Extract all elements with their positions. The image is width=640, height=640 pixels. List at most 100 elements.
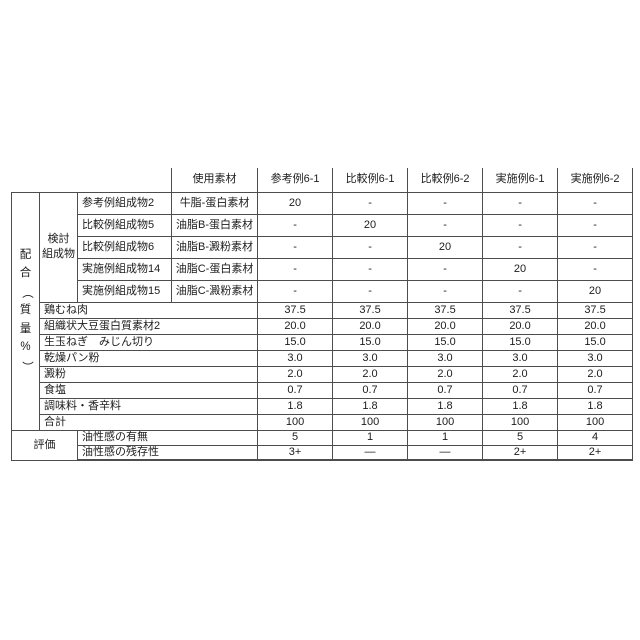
value-cell: 0.7	[482, 381, 559, 399]
vertical-label: 配 合 （ 質 量 % ）	[19, 248, 33, 373]
value-cell: —	[332, 444, 409, 461]
value-cell: 2+	[482, 444, 559, 461]
material-cell: 油脂C-澱粉素材	[171, 279, 259, 303]
header-col-sanko-6-1: 参考例6-1	[257, 168, 334, 193]
value-cell: 20.0	[332, 317, 409, 335]
value-cell: -	[482, 279, 559, 303]
value-cell: 20.0	[257, 317, 334, 335]
row-label: 参考例組成物2	[76, 191, 173, 215]
table-row: 比較例組成物5 油脂B-蛋白素材 - 20 - - -	[12, 213, 634, 237]
table-row: 乾燥パン粉 3.0 3.0 3.0 3.0 3.0	[12, 349, 634, 367]
value-cell: -	[332, 191, 409, 215]
value-cell: 0.7	[257, 381, 334, 399]
row-label: 比較例組成物5	[76, 213, 173, 237]
value-cell: 1.8	[482, 397, 559, 415]
value-cell: 37.5	[407, 301, 484, 319]
row-label: 組織状大豆蛋白質素材2	[38, 317, 259, 335]
value-cell: -	[482, 213, 559, 237]
row-label: 調味料・香辛料	[38, 397, 259, 415]
row-label: 生玉ねぎ みじん切り	[38, 333, 259, 351]
value-cell: 15.0	[557, 333, 634, 351]
value-cell: 1	[407, 429, 484, 446]
value-cell: 15.0	[407, 333, 484, 351]
value-cell: -	[482, 235, 559, 259]
value-cell: 1.8	[557, 397, 634, 415]
row-label: 食塩	[38, 381, 259, 399]
value-cell: -	[407, 213, 484, 237]
row-label: 鶏むね肉	[38, 301, 259, 319]
value-cell: 20.0	[407, 317, 484, 335]
composition-table: 使用素材 参考例6-1 比較例6-1 比較例6-2 実施例6-1 実施例6-2 …	[11, 168, 634, 461]
row-label: 乾燥パン粉	[38, 349, 259, 367]
value-cell: 20	[332, 213, 409, 237]
value-cell: 20.0	[557, 317, 634, 335]
value-cell: 37.5	[557, 301, 634, 319]
table-row: 調味料・香辛料 1.8 1.8 1.8 1.8 1.8	[12, 397, 634, 415]
row-label: 実施例組成物14	[76, 257, 173, 281]
value-cell: -	[332, 257, 409, 281]
value-cell: 20	[557, 279, 634, 303]
value-cell: —	[407, 444, 484, 461]
table-row: 合計 100 100 100 100 100	[12, 413, 634, 431]
value-cell: -	[557, 257, 634, 281]
value-cell: 1.8	[407, 397, 484, 415]
material-cell: 油脂B-蛋白素材	[171, 213, 259, 237]
row-label: 澱粉	[38, 365, 259, 383]
table-row: 配 合 （ 質 量 % ） 検討 組成物 参考例組成物2 牛脂-蛋白素材 20 …	[11, 191, 634, 431]
value-cell: 0.7	[332, 381, 409, 399]
header-row: 使用素材 参考例6-1 比較例6-1 比較例6-2 実施例6-1 実施例6-2	[12, 168, 634, 193]
value-cell: -	[407, 191, 484, 215]
table-row: 実施例組成物15 油脂C-澱粉素材 - - - - 20	[12, 279, 634, 303]
value-cell: -	[257, 213, 334, 237]
value-cell: -	[557, 235, 634, 259]
table-row: 組織状大豆蛋白質素材2 20.0 20.0 20.0 20.0 20.0	[12, 317, 634, 335]
value-cell: 100	[407, 413, 484, 431]
value-cell: 1.8	[332, 397, 409, 415]
value-cell: 37.5	[257, 301, 334, 319]
header-col-jisshi-6-1: 実施例6-1	[482, 168, 559, 193]
value-cell: 15.0	[257, 333, 334, 351]
value-cell: 3.0	[332, 349, 409, 367]
value-cell: 1.8	[257, 397, 334, 415]
value-cell: 3.0	[407, 349, 484, 367]
header-blank	[12, 168, 172, 192]
value-cell: -	[332, 235, 409, 259]
row-label-total: 合計	[38, 413, 259, 431]
value-cell: 20	[257, 191, 334, 215]
material-cell: 油脂B-澱粉素材	[171, 235, 259, 259]
value-cell: 37.5	[332, 301, 409, 319]
value-cell: 20	[482, 257, 559, 281]
value-cell: 5	[482, 429, 559, 446]
value-cell: -	[257, 257, 334, 281]
group-label-haigo-vertical: 配 合 （ 質 量 % ）	[11, 191, 40, 431]
row-label: 油性感の有無	[76, 429, 259, 446]
value-cell: 15.0	[482, 333, 559, 351]
value-cell: -	[557, 191, 634, 215]
value-cell: -	[257, 235, 334, 259]
value-cell: 2.0	[332, 365, 409, 383]
table-row: 油性感の残存性 3+ — — 2+ 2+	[12, 444, 634, 461]
value-cell: 100	[332, 413, 409, 431]
value-cell: 2.0	[482, 365, 559, 383]
row-label: 比較例組成物6	[76, 235, 173, 259]
value-cell: 20.0	[482, 317, 559, 335]
group-label-kento-soseibutsu: 検討 組成物	[39, 191, 78, 303]
value-cell: -	[332, 279, 409, 303]
value-cell: -	[407, 257, 484, 281]
value-cell: 3.0	[482, 349, 559, 367]
value-cell: -	[557, 213, 634, 237]
header-material: 使用素材	[171, 168, 259, 193]
header-col-jisshi-6-2: 実施例6-2	[557, 168, 634, 193]
table-row: 鶏むね肉 37.5 37.5 37.5 37.5 37.5	[12, 301, 634, 319]
value-cell: 5	[257, 429, 334, 446]
value-cell: 4	[557, 429, 634, 446]
material-cell: 油脂C-蛋白素材	[171, 257, 259, 281]
value-cell: 2.0	[257, 365, 334, 383]
value-cell: 0.7	[557, 381, 634, 399]
value-cell: -	[407, 279, 484, 303]
value-cell: 0.7	[407, 381, 484, 399]
value-cell: 100	[557, 413, 634, 431]
value-cell: -	[257, 279, 334, 303]
value-cell: 100	[257, 413, 334, 431]
